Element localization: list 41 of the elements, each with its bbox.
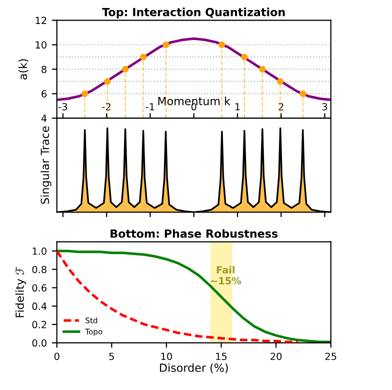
x-tick-label: 3 xyxy=(322,103,328,110)
y-tick-label: 1.0 xyxy=(32,247,46,255)
y-axis-title: Singular Trace xyxy=(40,126,52,204)
y-axis-title: a(k) xyxy=(18,59,28,80)
x-tick-label: -2 xyxy=(102,103,110,110)
point xyxy=(300,90,306,97)
y-tick-label: 6 xyxy=(42,90,47,98)
point xyxy=(140,54,147,60)
y-axis-title: Fidelity ℱ xyxy=(15,266,26,318)
x-tick-label: 25 xyxy=(325,352,336,360)
chart-title: Bottom: Phase Robustness xyxy=(110,229,278,238)
y-tick-label: 8 xyxy=(42,66,46,74)
y-tick-label: 0.2 xyxy=(32,320,46,328)
x-tick-label: 1 xyxy=(235,103,240,110)
x-tick-label: 10 xyxy=(161,352,172,360)
x-tick-label: 0 xyxy=(191,103,196,110)
point xyxy=(122,66,129,73)
chart-title: Top: Interaction Quantization xyxy=(102,8,285,18)
y-tick-label: 0.4 xyxy=(32,302,47,310)
y-tick-label: 10 xyxy=(36,41,46,49)
point xyxy=(218,41,226,48)
point xyxy=(259,66,266,73)
x-axis-title: Disorder (%) xyxy=(160,363,228,374)
x-tick-label: 5 xyxy=(109,352,114,360)
x-tick-label: 0 xyxy=(54,352,60,360)
x-tick-label: -1 xyxy=(146,103,154,110)
x-axis-title: Momentum k xyxy=(158,96,230,106)
point xyxy=(276,78,284,85)
y-tick-label: 0.6 xyxy=(32,284,47,292)
x-tick-label: 15 xyxy=(216,352,227,360)
point xyxy=(162,41,170,48)
point xyxy=(241,54,248,60)
y-tick-label: 12 xyxy=(36,16,46,24)
point xyxy=(104,78,111,85)
point xyxy=(81,90,88,97)
y-tick-label: 0.0 xyxy=(32,339,46,347)
y-tick-label: 0.8 xyxy=(32,266,46,274)
x-tick-label: 2 xyxy=(278,103,284,110)
y-tick-label: 4 xyxy=(41,114,47,122)
x-tick-label: -3 xyxy=(58,103,68,110)
x-tick-label: 20 xyxy=(270,352,282,360)
